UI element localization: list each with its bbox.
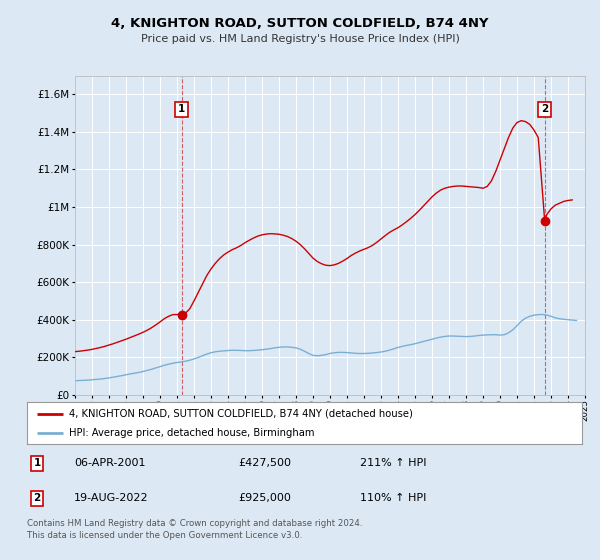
Text: £925,000: £925,000 (238, 493, 291, 503)
Text: £427,500: £427,500 (238, 459, 291, 468)
Text: 4, KNIGHTON ROAD, SUTTON COLDFIELD, B74 4NY: 4, KNIGHTON ROAD, SUTTON COLDFIELD, B74 … (111, 17, 489, 30)
Text: 4, KNIGHTON ROAD, SUTTON COLDFIELD, B74 4NY (detached house): 4, KNIGHTON ROAD, SUTTON COLDFIELD, B74 … (68, 409, 413, 419)
Text: 06-APR-2001: 06-APR-2001 (74, 459, 146, 468)
Text: Price paid vs. HM Land Registry's House Price Index (HPI): Price paid vs. HM Land Registry's House … (140, 34, 460, 44)
Text: Contains HM Land Registry data © Crown copyright and database right 2024.
This d: Contains HM Land Registry data © Crown c… (27, 519, 362, 540)
Text: 2: 2 (34, 493, 41, 503)
Text: 1: 1 (178, 104, 185, 114)
Text: HPI: Average price, detached house, Birmingham: HPI: Average price, detached house, Birm… (68, 428, 314, 438)
Text: 110% ↑ HPI: 110% ↑ HPI (360, 493, 427, 503)
Text: 2: 2 (541, 104, 548, 114)
Text: 211% ↑ HPI: 211% ↑ HPI (360, 459, 427, 468)
Text: 19-AUG-2022: 19-AUG-2022 (74, 493, 149, 503)
Text: 1: 1 (34, 459, 41, 468)
